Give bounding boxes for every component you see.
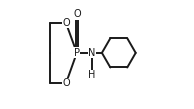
Text: O: O — [62, 78, 70, 88]
Text: N: N — [88, 48, 96, 58]
Text: O: O — [62, 18, 70, 28]
Text: P: P — [74, 48, 80, 58]
Text: H: H — [88, 70, 96, 80]
Text: O: O — [73, 9, 81, 19]
